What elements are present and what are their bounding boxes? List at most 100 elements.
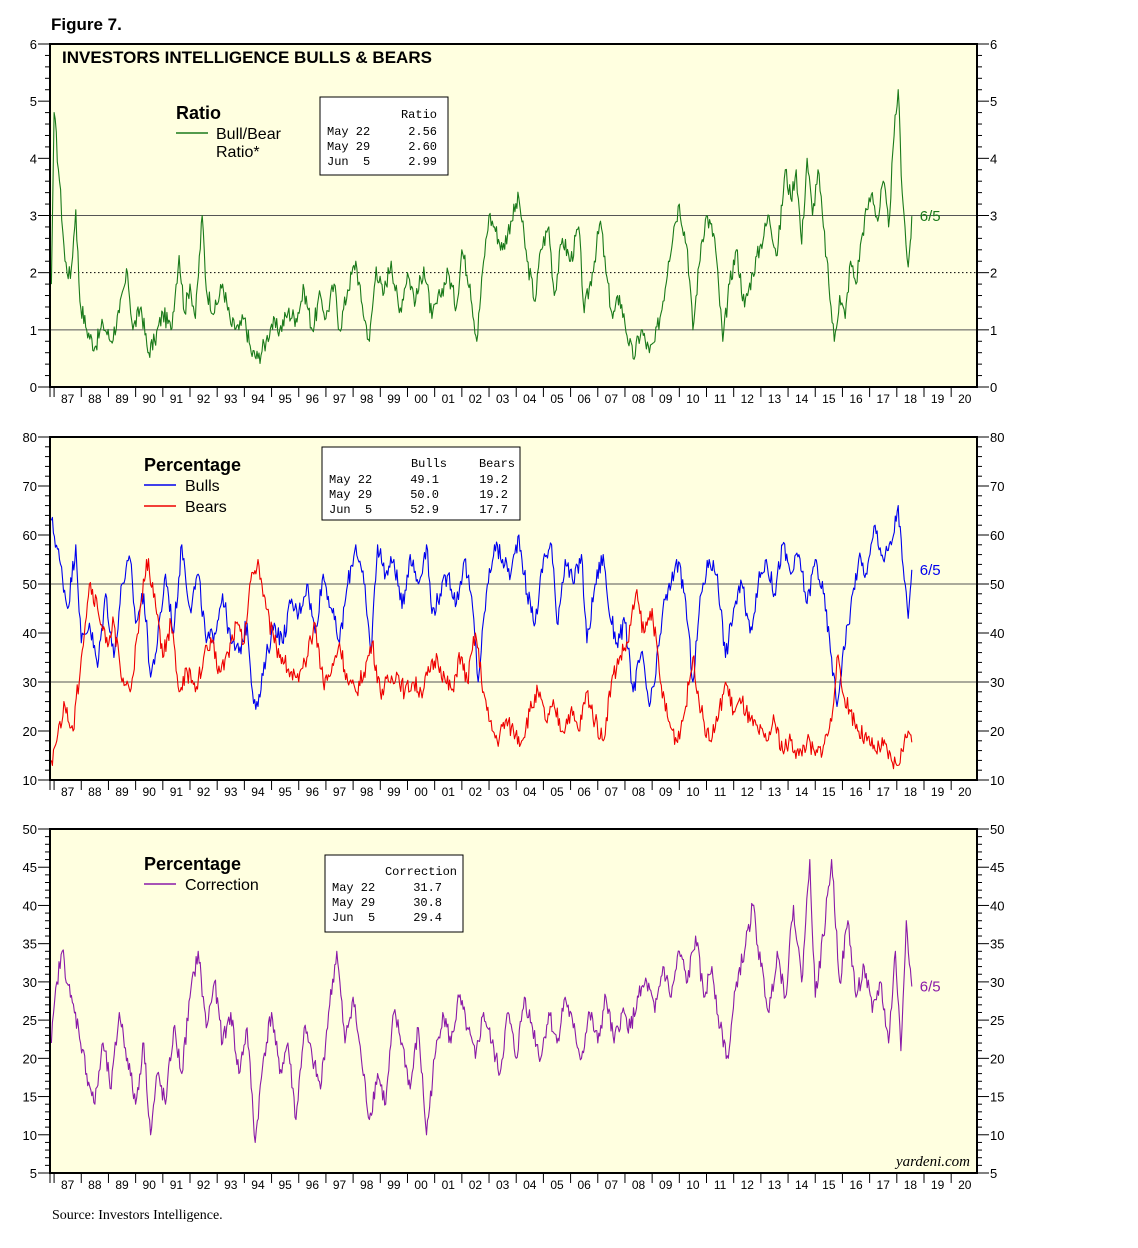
x-tick-label: 02 [469, 1178, 483, 1192]
x-tick-label: 10 [686, 392, 700, 406]
x-tick-label: 05 [550, 1178, 564, 1192]
x-tick-label: 89 [115, 392, 129, 406]
table-value: 19.2 [479, 473, 508, 487]
table-date: Jun 5 [329, 503, 372, 517]
x-tick-label: 15 [822, 785, 836, 799]
end-date-label: 6/5 [920, 208, 941, 225]
table-date: May 22 [329, 473, 372, 487]
legend-entry: Bulls [185, 478, 220, 495]
x-tick-label: 14 [795, 1178, 809, 1192]
x-tick-label: 19 [931, 785, 945, 799]
y-tick-label-left: 3 [30, 209, 37, 224]
table-value: 49.1 [410, 473, 439, 487]
end-date-label: 6/5 [920, 562, 941, 579]
table-value: 30.8 [413, 896, 442, 910]
table-value: 17.7 [479, 503, 508, 517]
x-tick-label: 19 [931, 1178, 945, 1192]
x-tick-label: 03 [496, 392, 510, 406]
y-tick-label-left: 1 [30, 323, 37, 338]
table-value: 29.4 [413, 911, 442, 925]
x-tick-label: 14 [795, 392, 809, 406]
series-line-correction [50, 859, 913, 1143]
x-tick-label: 08 [632, 1178, 646, 1192]
x-tick-label: 88 [88, 785, 102, 799]
y-tick-label-left: 30 [23, 675, 37, 690]
plot-frame [49, 828, 978, 1174]
x-tick-label: 04 [523, 392, 537, 406]
legend-entry: Correction [185, 877, 259, 894]
x-tick-label: 20 [958, 392, 972, 406]
x-tick-label: 00 [414, 1178, 428, 1192]
y-tick-label-left: 25 [23, 1013, 37, 1028]
series-line-bears [50, 558, 913, 770]
figure-label: Figure 7. [51, 15, 122, 34]
table-header: Ratio [401, 108, 437, 122]
y-tick-label-left: 20 [23, 1051, 37, 1066]
y-tick-label-left: 50 [23, 822, 37, 837]
table-value: 2.56 [408, 125, 437, 139]
x-tick-label: 00 [414, 392, 428, 406]
x-tick-label: 17 [877, 785, 891, 799]
y-tick-label-left: 80 [23, 430, 37, 445]
x-tick-label: 88 [88, 1178, 102, 1192]
plot-layer [50, 829, 977, 1173]
x-tick-label: 09 [659, 785, 673, 799]
y-tick-label-right: 35 [990, 937, 1004, 952]
x-tick-label: 88 [88, 392, 102, 406]
series-line-bull-bear-ratio [50, 89, 913, 365]
plot-frame [49, 436, 978, 781]
table-date: Jun 5 [332, 911, 375, 925]
y-tick-label-right: 5 [990, 94, 997, 109]
y-tick-label-left: 2 [30, 266, 37, 281]
x-tick-label: 18 [904, 392, 918, 406]
table-value: 19.2 [479, 488, 508, 502]
data-table-box [324, 854, 464, 933]
y-tick-label-left: 5 [30, 94, 37, 109]
x-tick-label: 91 [170, 785, 184, 799]
x-tick-label: 94 [251, 1178, 265, 1192]
x-tick-label: 17 [877, 1178, 891, 1192]
y-tick-label-right: 50 [990, 577, 1004, 592]
x-tick-label: 03 [496, 1178, 510, 1192]
y-tick-label-right: 40 [990, 898, 1004, 913]
x-tick-label: 02 [469, 785, 483, 799]
y-tick-label-left: 45 [23, 860, 37, 875]
x-tick-label: 13 [768, 785, 782, 799]
x-tick-label: 92 [197, 785, 211, 799]
x-tick-label: 02 [469, 392, 483, 406]
panel-bulls-bears: Percentage Bulls Bears Bulls Bears May 2… [23, 430, 1005, 799]
x-tick-label: 95 [278, 1178, 292, 1192]
legend-title: Percentage [144, 854, 241, 874]
legend-entry: Bears [185, 499, 227, 516]
x-tick-label: 03 [496, 785, 510, 799]
y-tick-label-left: 50 [23, 577, 37, 592]
x-tick-label: 98 [360, 1178, 374, 1192]
x-tick-label: 19 [931, 392, 945, 406]
y-tick-label-right: 10 [990, 773, 1004, 788]
y-tick-label-right: 60 [990, 528, 1004, 543]
x-tick-label: 13 [768, 1178, 782, 1192]
table-date: May 29 [329, 488, 372, 502]
y-tick-label-right: 0 [990, 380, 997, 395]
x-tick-label: 16 [849, 785, 863, 799]
x-tick-label: 93 [224, 392, 238, 406]
x-tick-label: 04 [523, 785, 537, 799]
x-tick-label: 90 [143, 1178, 157, 1192]
x-tick-label: 99 [387, 785, 401, 799]
end-date-label: 6/5 [920, 978, 941, 995]
y-tick-label-left: 35 [23, 937, 37, 952]
x-tick-label: 08 [632, 785, 646, 799]
x-tick-label: 91 [170, 1178, 184, 1192]
data-table-box [321, 446, 521, 521]
x-tick-label: 04 [523, 1178, 537, 1192]
x-tick-label: 96 [306, 785, 320, 799]
y-tick-label-right: 80 [990, 430, 1004, 445]
table-date: May 22 [327, 125, 370, 139]
panel-correction: Percentage Correction Correction May 22 … [23, 822, 1005, 1192]
x-tick-label: 96 [306, 392, 320, 406]
x-tick-label: 91 [170, 392, 184, 406]
x-tick-label: 98 [360, 392, 374, 406]
x-tick-label: 13 [768, 392, 782, 406]
x-tick-label: 06 [578, 392, 592, 406]
